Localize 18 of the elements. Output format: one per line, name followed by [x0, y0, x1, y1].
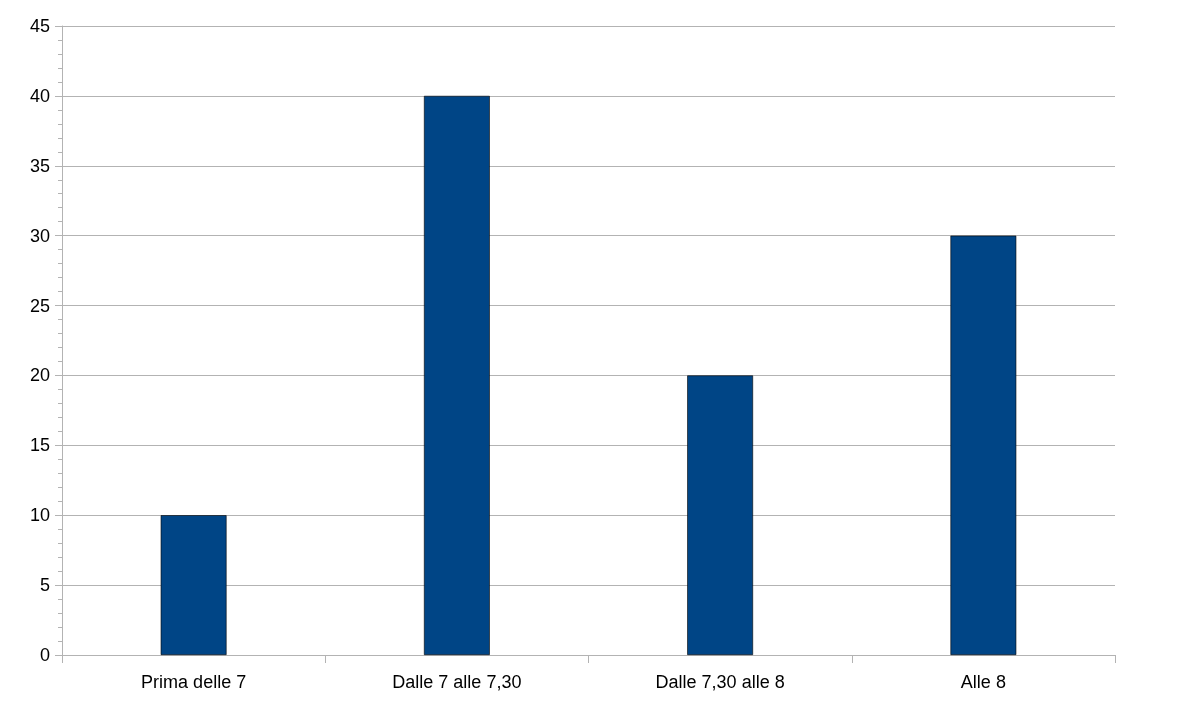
- y-tick-label: 5: [39, 575, 50, 596]
- bar: [160, 515, 227, 655]
- bar: [950, 235, 1017, 655]
- x-tick-label: Dalle 7,30 alle 8: [655, 672, 785, 692]
- y-tick-label: 30: [29, 225, 50, 246]
- y-tick-label: 20: [29, 365, 50, 386]
- y-tick-label: 40: [29, 85, 50, 106]
- y-tick-label: 15: [29, 435, 50, 456]
- y-tick-label: 0: [39, 645, 50, 665]
- x-tick-label: Prima delle 7: [141, 672, 247, 692]
- y-tick-label: 10: [29, 505, 50, 526]
- bar: [687, 375, 754, 655]
- y-tick-label: 45: [29, 16, 50, 36]
- x-tick-label: Dalle 7 alle 7,30: [392, 672, 522, 692]
- y-tick-label: 25: [29, 295, 50, 316]
- x-tick-label: Alle 8: [960, 672, 1006, 692]
- bar: [423, 95, 490, 655]
- y-tick-label: 35: [29, 155, 50, 176]
